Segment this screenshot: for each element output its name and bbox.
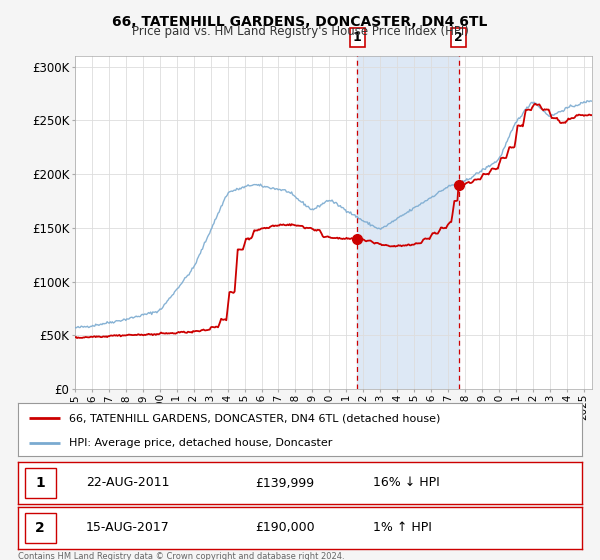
Text: 66, TATENHILL GARDENS, DONCASTER, DN4 6TL: 66, TATENHILL GARDENS, DONCASTER, DN4 6T…: [112, 15, 488, 29]
FancyBboxPatch shape: [25, 468, 56, 498]
Text: 1% ↑ HPI: 1% ↑ HPI: [373, 521, 432, 534]
Text: £190,000: £190,000: [255, 521, 314, 534]
Text: 2: 2: [454, 31, 463, 44]
FancyBboxPatch shape: [25, 513, 56, 543]
Text: £139,999: £139,999: [255, 477, 314, 489]
Text: HPI: Average price, detached house, Doncaster: HPI: Average price, detached house, Donc…: [69, 438, 332, 448]
Text: 16% ↓ HPI: 16% ↓ HPI: [373, 477, 440, 489]
Text: Contains HM Land Registry data © Crown copyright and database right 2024.: Contains HM Land Registry data © Crown c…: [18, 552, 344, 560]
Text: 66, TATENHILL GARDENS, DONCASTER, DN4 6TL (detached house): 66, TATENHILL GARDENS, DONCASTER, DN4 6T…: [69, 413, 440, 423]
Text: 2: 2: [35, 521, 45, 535]
Text: 15-AUG-2017: 15-AUG-2017: [86, 521, 169, 534]
Text: Price paid vs. HM Land Registry's House Price Index (HPI): Price paid vs. HM Land Registry's House …: [131, 25, 469, 38]
Text: 1: 1: [353, 31, 362, 44]
Text: 1: 1: [35, 476, 45, 490]
Bar: [357, 56, 458, 389]
Text: 22-AUG-2011: 22-AUG-2011: [86, 477, 169, 489]
